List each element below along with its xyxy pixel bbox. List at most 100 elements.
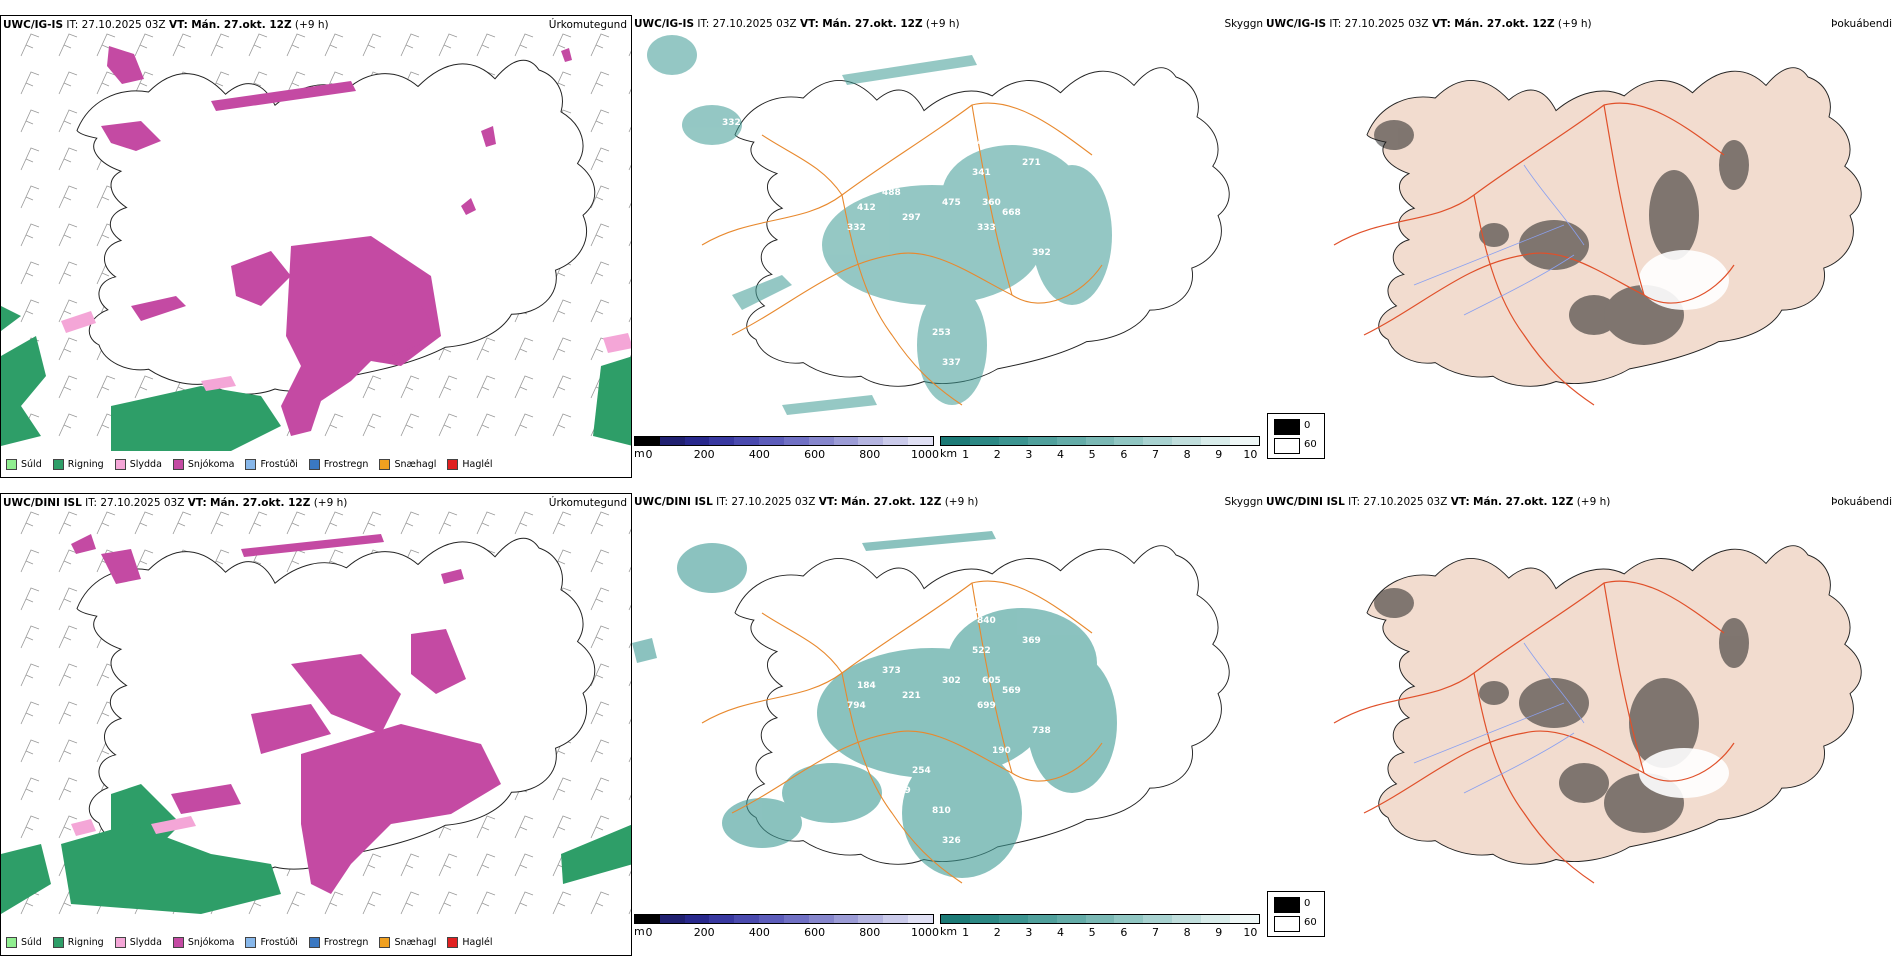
fog-map [1333,545,1862,884]
colorbar-segment [635,437,660,445]
colorbar-segment [883,915,909,923]
wind-barb [552,511,572,535]
colorbar-segment [709,437,735,445]
fog-map [1333,67,1862,406]
wind-barb [134,375,154,399]
wind-barb [590,739,610,763]
wind-barb [172,511,192,535]
colorbar-tick: 800 [859,448,881,461]
cloud-panel-row2: UWC/DINI ISL IT: 27.10.2025 03Z VT: Mán.… [632,493,1264,956]
cloud-base-label: 738 [1032,726,1051,736]
colorbar-segment [833,915,859,923]
road-network [701,580,1103,884]
wind-barb [590,587,610,611]
wind-barb [58,413,78,437]
legend-item: Súld [6,936,42,948]
colorbar-tick: 10 [1243,448,1258,461]
colorbar-tick: 200 [693,926,715,939]
wind-barb [20,299,40,323]
wind-barb [172,33,192,57]
sleet-areas [61,311,631,391]
wind-barb [324,891,344,915]
wind-barb [514,511,534,535]
wind-barb [20,109,40,133]
panel-type-label: Úrkomutegund [548,19,627,31]
cloud-base-label: 184 [857,681,876,691]
cloud-base-label: 605 [982,676,1001,686]
colorbar-tick: 3 [1025,926,1033,939]
panel-header: UWC/IG-IS IT: 27.10.2025 03Z VT: Mán. 27… [1266,18,1592,30]
precip-type-map [1,511,631,915]
panel-type-label: Skyggni [1224,18,1265,30]
colorbar-tick: 600 [804,926,826,939]
legend-item: Snjókoma [172,936,234,948]
colorbar-tick: 200 [693,448,715,461]
colorbar-segment [684,915,710,923]
height-colorbar: 0 200 400 600 800 1000 m [634,914,939,948]
cloud-base-label: 668 [1002,208,1021,218]
legend-item: Frostregn [308,458,368,470]
wind-barb [552,891,572,915]
wind-barb [590,299,610,323]
cloud-base-label: 475 [942,198,961,208]
wind-barb [58,261,78,285]
wind-barb [58,33,78,57]
colorbar-segment [635,915,660,923]
colorbar-segment [684,437,710,445]
legend-swatch [245,458,257,470]
wind-barb [248,511,268,535]
wind-barb [20,511,40,535]
wind-barb [20,549,40,573]
legend-swatch [245,936,257,948]
wind-barb [400,511,420,535]
colorbar-segment [941,915,970,923]
cloud-base-label: 254 [912,766,931,776]
colorbar-tick: 1000 [911,926,939,939]
cloud-base-label: 522 [972,646,991,656]
sleet-areas [71,816,196,836]
colorbar-segment [1114,915,1144,923]
colorbar-tick: 2 [993,448,1001,461]
wind-barb [590,261,610,285]
colorbar-segment [1201,437,1231,445]
cloud-base-label: 431 [977,138,996,148]
panel-type-label: Úrkomutegund [548,497,627,509]
wind-barb [438,413,458,437]
colorbar-segment [969,915,999,923]
panel-type-label: Skyggni [1224,496,1265,508]
legend-item: Frostúði [245,936,298,948]
cloud-areas [647,35,1112,415]
legend-swatch [308,458,320,470]
legend-item: Rigning [52,936,104,948]
cloud-base-label: 341 [972,168,991,178]
legend-item: Slydda [114,458,162,470]
colorbar-segment [1230,437,1259,445]
wind-barb [20,777,40,801]
colorbar-segment [1230,915,1259,923]
wind-barb [210,511,230,535]
colorbar-segment [1114,437,1144,445]
legend-swatch [6,936,17,948]
colorbar-tick: 2 [993,926,1001,939]
precip-legend: Súld Rigning Slydda Snjókoma Frostúði Fr… [1,451,496,477]
colorbar-segment [1085,915,1115,923]
wind-barb [590,223,610,247]
cloud-base-label: 326 [942,836,961,846]
colorbar-segment [1027,915,1057,923]
wind-barb [20,587,40,611]
wind-barb [96,511,116,535]
colorbar-segment [858,437,884,445]
wind-barb [552,33,572,57]
cloud-base-label: 332 [847,223,866,233]
wind-barb [210,33,230,57]
cloud-base-label: 794 [847,701,866,711]
wind-barb [324,413,344,437]
wind-barb [58,815,78,839]
wind-barb [400,375,420,399]
colorbar-tick: 9 [1215,926,1223,939]
colorbar-tick: 5 [1088,448,1096,461]
wind-barb [438,511,458,535]
wind-barb [590,815,610,839]
wind-barb [58,109,78,133]
height-colorbar: 0 200 400 600 800 1000 m [634,436,939,470]
